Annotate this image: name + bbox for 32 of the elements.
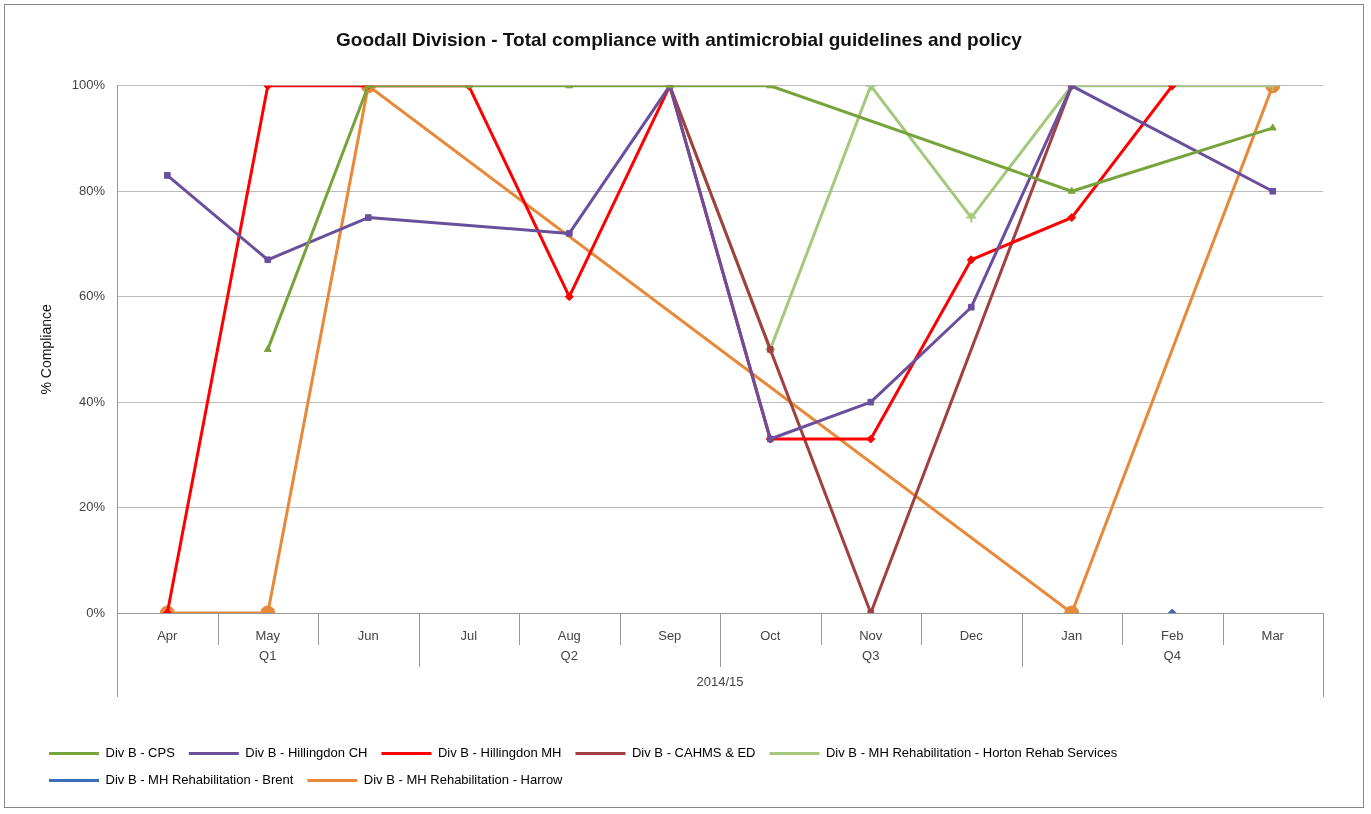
legend-label: Div B - MH Rehabilitation - Brent — [105, 772, 294, 788]
x-tick-label: Dec — [959, 628, 984, 644]
x-tick-label: Nov — [859, 628, 883, 644]
x-tick-label: Aug — [557, 628, 581, 644]
legend-label: Div B - CPS — [105, 745, 176, 761]
legend-label: Div B - CAHMS & ED — [631, 745, 756, 761]
text: Q2 — [560, 647, 578, 663]
y-tick-label: 40% — [79, 393, 106, 409]
x-tick-label: May — [255, 628, 281, 644]
y-tick-label: 100% — [71, 77, 106, 93]
x-tick-label: Oct — [760, 628, 781, 644]
x-tick-label: Sep — [658, 628, 682, 644]
x-tick-label: Apr — [157, 628, 179, 644]
text: 2014/15 — [696, 673, 744, 689]
text: Q1 — [259, 647, 277, 663]
legend-label: Div B - MH Rehabilitation - Horton Rehab Services — [825, 745, 1118, 761]
legend-label: Div B - MH Rehabilitation - Harrow — [363, 772, 564, 788]
y-tick-label: 60% — [79, 288, 106, 304]
y-tick-label: 80% — [79, 182, 106, 198]
chart-title: Goodall Division - Total compliance with antimicrobial guidelines and policy — [336, 28, 1023, 50]
text: Q3 — [862, 647, 880, 663]
text: Q4 — [1163, 647, 1181, 663]
y-tick-label: 20% — [79, 499, 106, 515]
x-tick-label: Mar — [1261, 628, 1285, 644]
y-axis-title: % Compliance — [38, 304, 55, 395]
y-tick-label: 0% — [86, 604, 106, 620]
x-tick-label: Feb — [1161, 628, 1184, 644]
x-tick-label: Jun — [357, 628, 379, 644]
x-tick-label: Jan — [1061, 628, 1083, 644]
legend-label: Div B - Hillingdon CH — [245, 745, 368, 761]
x-tick-label: Jul — [460, 628, 478, 644]
legend-label: Div B - Hillingdon MH — [437, 745, 562, 761]
